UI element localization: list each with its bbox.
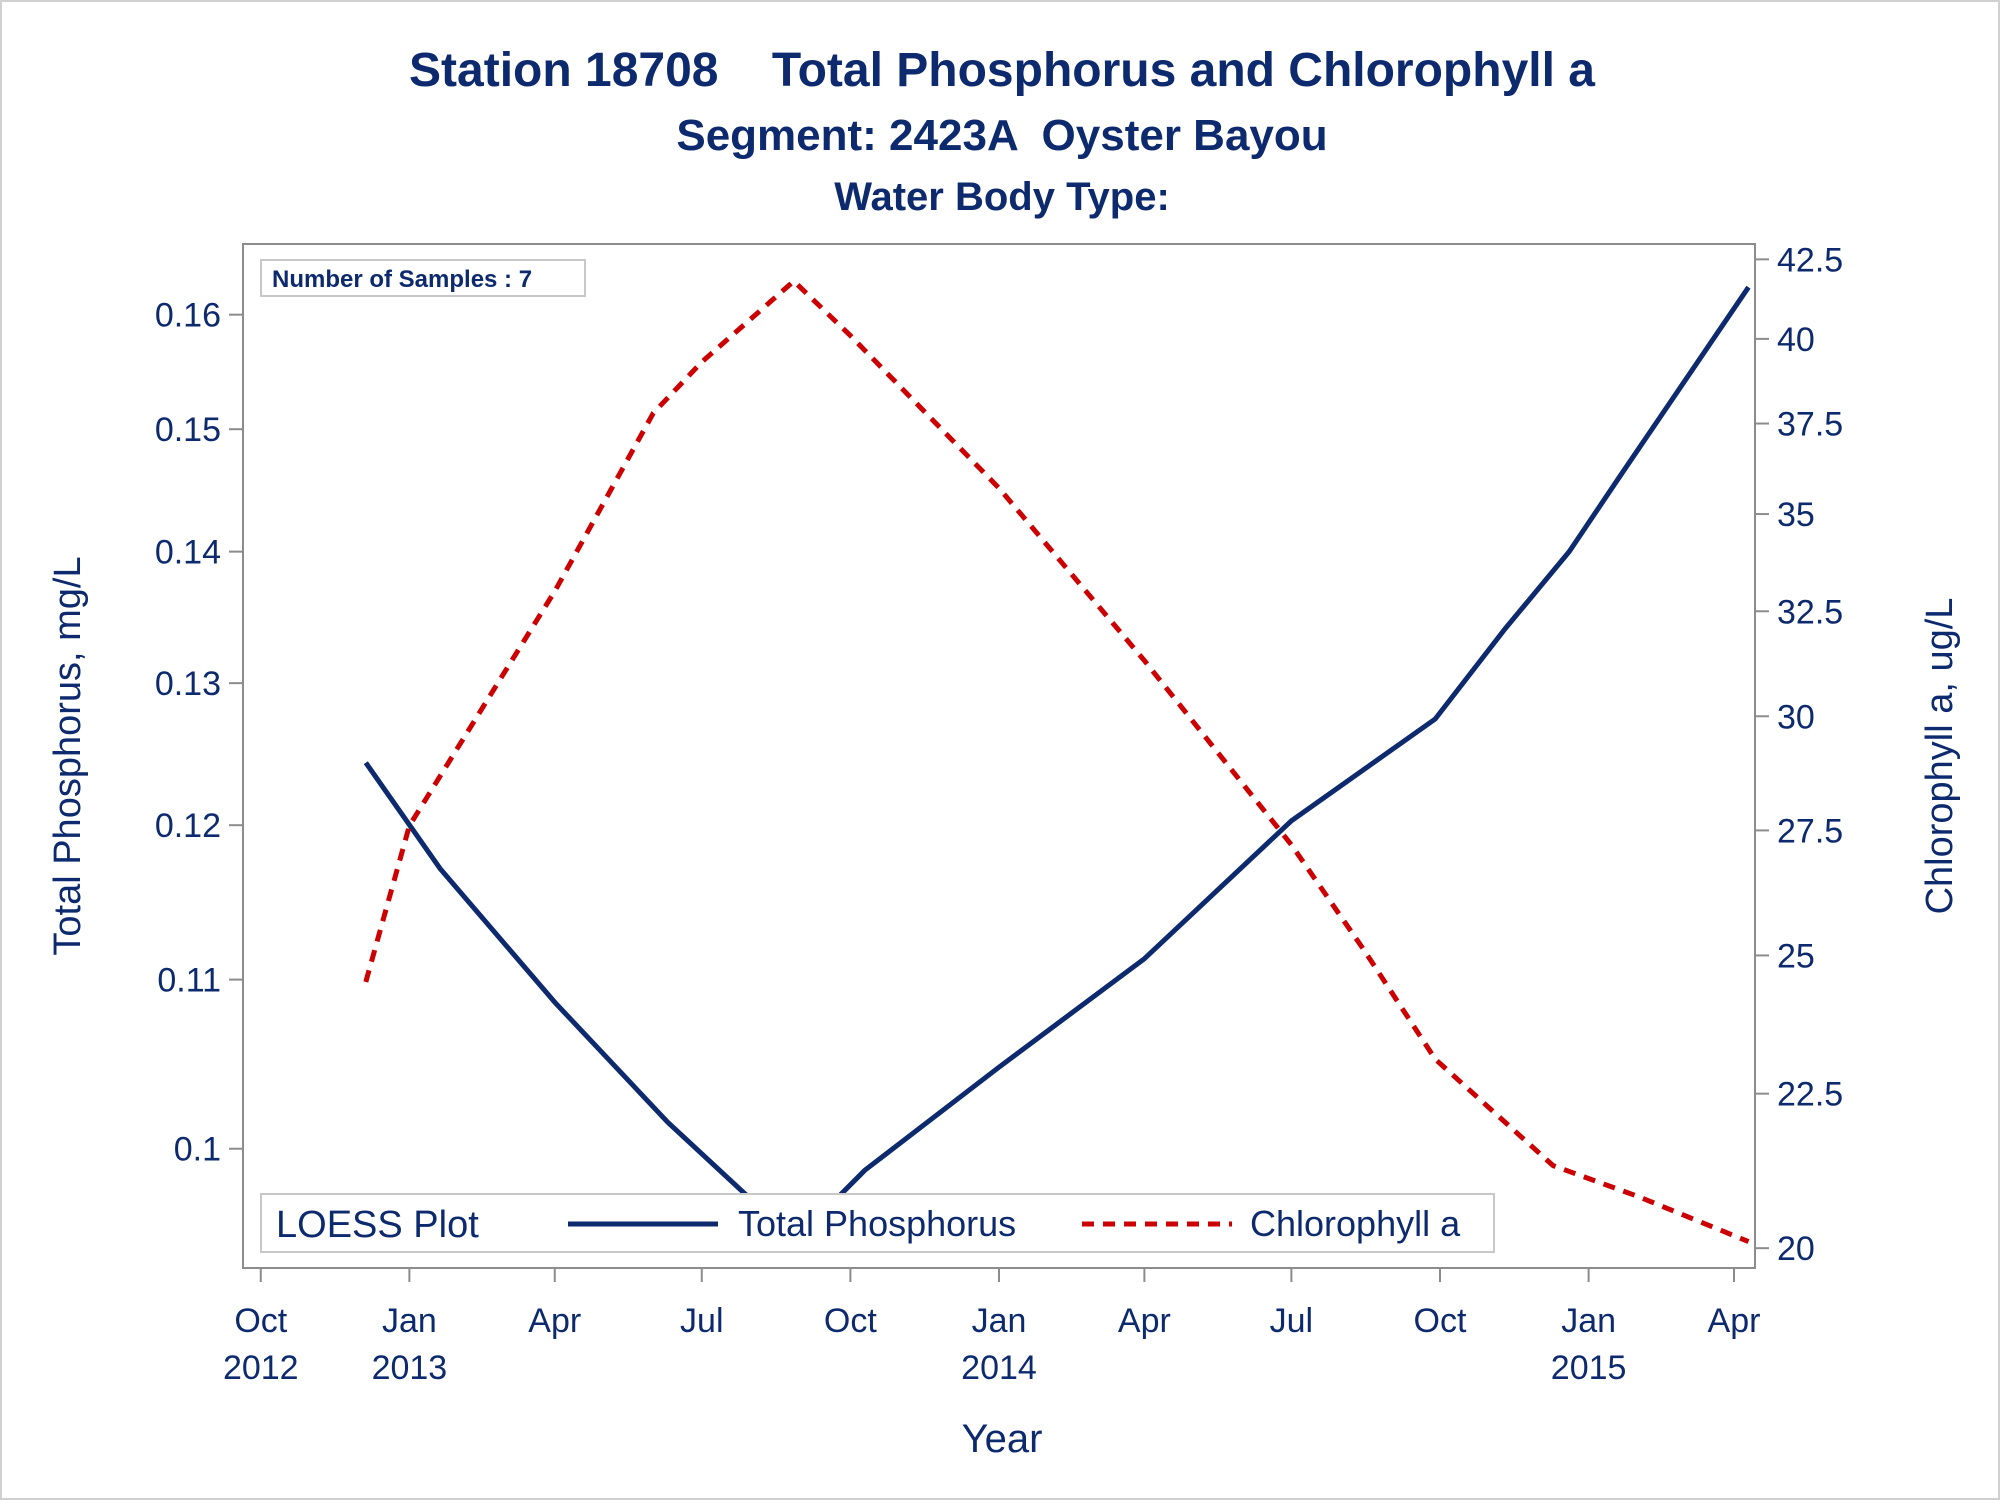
right-y-tick-label: 40 xyxy=(1777,321,1815,359)
right-y-tick-label: 35 xyxy=(1777,496,1815,534)
right-y-axis: 20 22.5 25 27.5 30 32.5 35 37.5 40 42.5 xyxy=(1755,241,1843,1268)
right-y-tick-label: 20 xyxy=(1777,1230,1815,1268)
right-y-tick-label: 25 xyxy=(1777,937,1815,975)
left-y-tick-label: 0.12 xyxy=(155,807,221,845)
x-tick-label-month: Jan xyxy=(382,1302,437,1340)
x-tick-label-month: Apr xyxy=(1118,1302,1171,1340)
x-tick-label-month: Apr xyxy=(528,1302,581,1340)
right-y-axis-label: Chlorophyll a, ug/L xyxy=(1919,598,1961,915)
x-axis: Oct 2012 Jan 2013 Apr Jul Oct Jan 2014 Apr Jul Oct J… xyxy=(223,1268,1761,1387)
right-y-tick-label: 27.5 xyxy=(1777,812,1843,850)
x-tick-label-year: 2014 xyxy=(961,1349,1037,1387)
right-y-tick-label: 30 xyxy=(1777,698,1815,736)
chart-title: Station 18708 Total Phosphorus and Chlor… xyxy=(409,44,1595,97)
series-layer xyxy=(363,278,1751,1245)
x-tick-label-month: Jan xyxy=(972,1302,1027,1340)
left-y-tick-label: 0.13 xyxy=(155,665,221,703)
x-tick-label-month: Oct xyxy=(234,1302,287,1340)
legend: LOESS Plot Total Phosphorus Chlorophyll … xyxy=(260,1193,1495,1253)
right-y-tick-label: 32.5 xyxy=(1777,593,1843,631)
left-y-tick-label: 0.16 xyxy=(155,297,221,335)
chart-subtitle-segment: Segment: 2423A Oyster Bayou xyxy=(676,111,1327,160)
x-tick-label-month: Oct xyxy=(824,1302,877,1340)
x-tick-label-month: Jul xyxy=(680,1302,723,1340)
x-tick-label-year: 2013 xyxy=(372,1349,448,1387)
left-y-tick-label: 0.15 xyxy=(155,411,221,449)
right-y-tick-label: 22.5 xyxy=(1777,1076,1843,1114)
x-axis-label: Year xyxy=(962,1417,1043,1461)
x-tick-label-month: Oct xyxy=(1414,1302,1467,1340)
legend-title: LOESS Plot xyxy=(276,1204,479,1246)
x-tick-label-month: Jul xyxy=(1270,1302,1313,1340)
legend-label-total-phosphorus: Total Phosphorus xyxy=(738,1203,1016,1244)
x-tick-label-year: 2012 xyxy=(223,1349,299,1387)
series-line-chlorophyll-a xyxy=(363,278,1750,1244)
right-y-tick-label: 42.5 xyxy=(1777,241,1843,279)
right-y-tick-label: 37.5 xyxy=(1777,406,1843,444)
left-y-tick-label: 0.14 xyxy=(155,534,221,572)
x-tick-label-month: Apr xyxy=(1708,1302,1761,1340)
sample-count-box: Number of Samples : 7 xyxy=(260,259,586,297)
sample-count-border xyxy=(260,259,586,297)
legend-border xyxy=(260,1193,1495,1253)
sample-count-text: Number of Samples : 7 xyxy=(272,266,532,293)
x-tick-label-month: Jan xyxy=(1561,1302,1616,1340)
left-y-axis-label: Total Phosphorus, mg/L xyxy=(47,556,89,955)
legend-label-chlorophyll-a: Chlorophyll a xyxy=(1250,1203,1461,1244)
x-tick-label-year: 2015 xyxy=(1551,1349,1627,1387)
left-y-tick-label: 0.1 xyxy=(174,1131,221,1169)
plot-area xyxy=(242,243,1756,1269)
series-line-total-phosphorus xyxy=(363,285,1751,1245)
left-y-tick-label: 0.11 xyxy=(157,962,221,1000)
chart-subtitle-water-body: Water Body Type: xyxy=(834,175,1170,219)
left-y-axis: 0.1 0.11 0.12 0.13 0.14 0.15 0.16 xyxy=(155,297,243,1169)
